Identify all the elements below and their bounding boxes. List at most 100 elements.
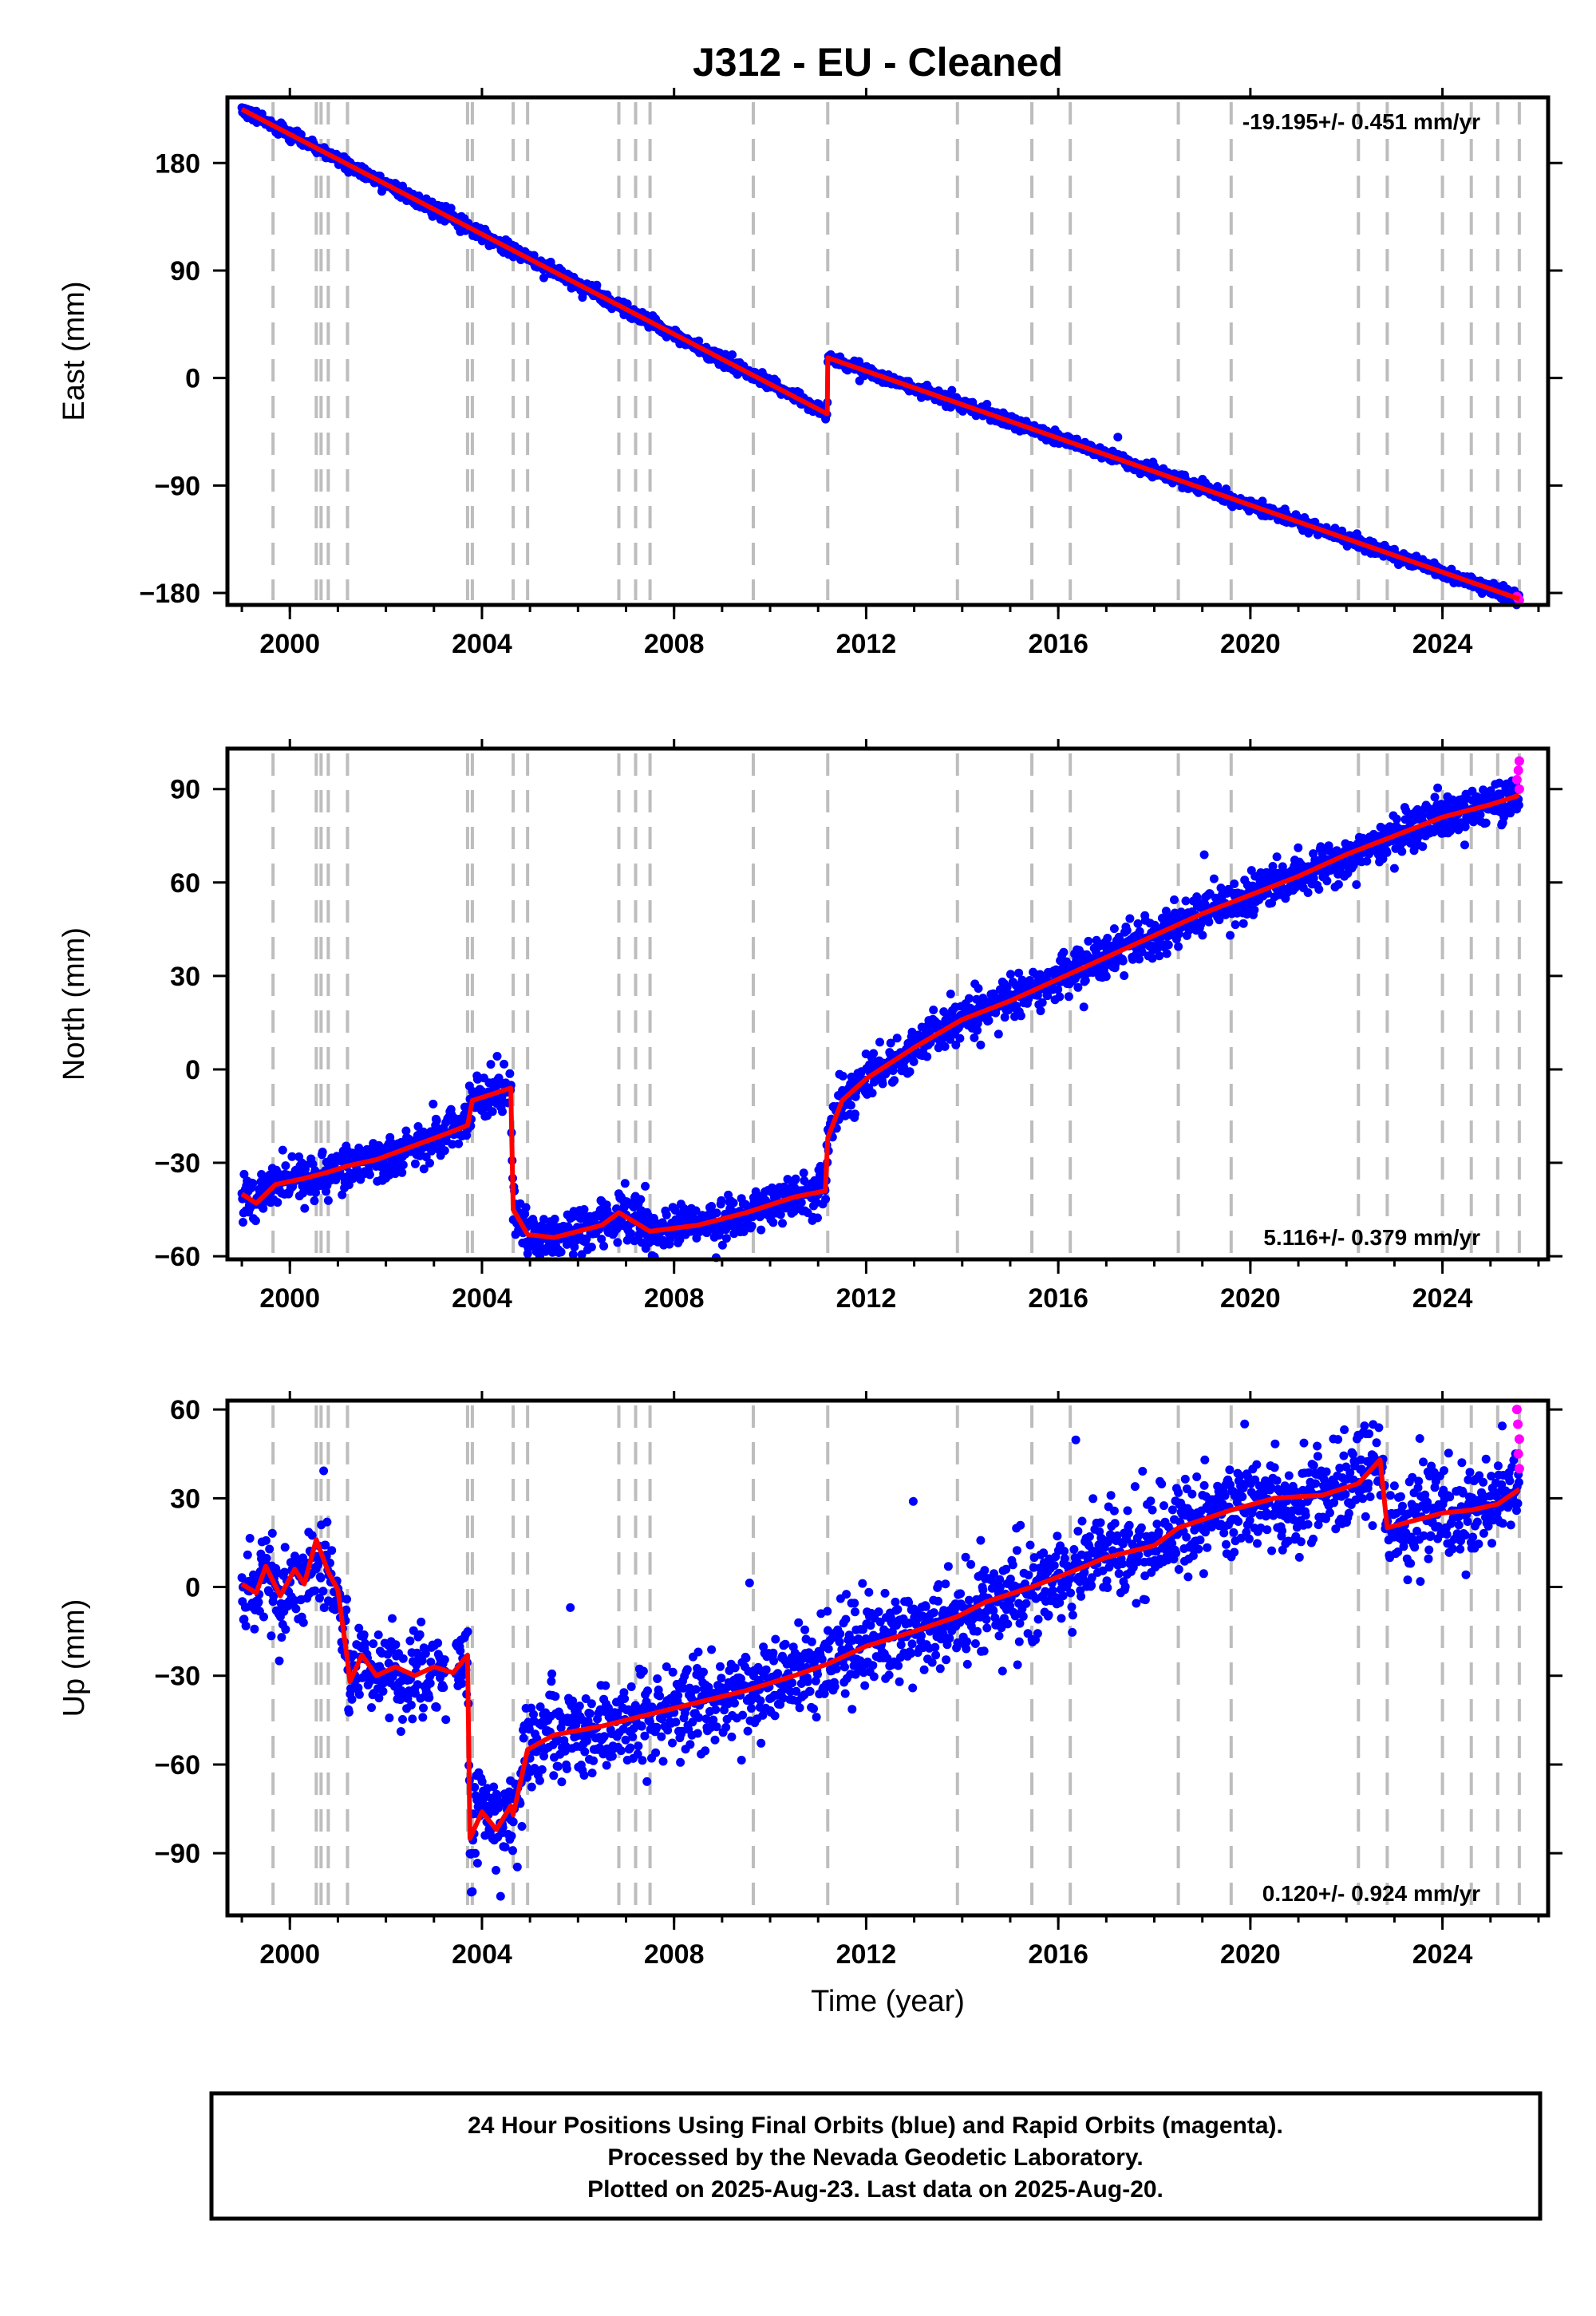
data-point	[636, 1195, 646, 1204]
data-point	[1118, 956, 1128, 966]
y-axis-label: East (mm)	[57, 281, 91, 421]
data-point	[613, 1238, 622, 1247]
data-point	[1382, 848, 1392, 857]
data-point	[869, 1049, 879, 1058]
data-point	[905, 1067, 915, 1077]
data-point	[275, 1656, 284, 1666]
data-point	[1481, 818, 1491, 828]
data-point	[1079, 1002, 1088, 1012]
data-point	[505, 1069, 515, 1078]
data-point	[415, 1630, 425, 1639]
data-point	[310, 1586, 320, 1595]
data-point	[281, 1161, 290, 1171]
x-tick-label: 2016	[1028, 629, 1088, 659]
data-point	[322, 1517, 332, 1527]
data-point	[446, 204, 456, 213]
data-point	[599, 1241, 609, 1251]
data-point	[1053, 985, 1063, 994]
data-point	[1170, 895, 1179, 904]
model-line	[240, 107, 1520, 602]
y-tick-label: −180	[139, 579, 200, 609]
data-point	[388, 1614, 397, 1623]
data-point	[405, 1636, 415, 1646]
data-point	[500, 1059, 509, 1069]
data-point	[846, 1101, 855, 1110]
data-point	[440, 1146, 449, 1156]
data-point	[417, 1617, 426, 1626]
data-point	[488, 1107, 497, 1117]
data-point	[1226, 931, 1235, 940]
data-point	[570, 1243, 579, 1251]
data-point	[267, 1528, 277, 1538]
y-tick-label: 0	[185, 364, 200, 394]
data-point	[239, 1218, 247, 1227]
data-point	[976, 1040, 986, 1049]
data-point	[300, 1203, 310, 1213]
data-point	[1125, 914, 1135, 923]
data-point	[1238, 919, 1248, 928]
data-point	[994, 1030, 1003, 1039]
data-point	[425, 1678, 435, 1688]
data-point	[367, 1703, 376, 1713]
data-point	[301, 1160, 310, 1170]
plot-frame	[225, 746, 1551, 1262]
data-point	[369, 1639, 378, 1649]
data-point	[398, 1654, 408, 1663]
data-point	[401, 1126, 411, 1136]
rate-label: -19.195+/- 0.451 mm/yr	[1242, 109, 1480, 134]
data-point	[662, 1210, 671, 1219]
data-point	[254, 1598, 263, 1607]
data-point	[342, 1595, 351, 1604]
x-tick-label: 2012	[836, 629, 897, 659]
data-point	[498, 1107, 507, 1117]
data-point	[984, 1016, 994, 1026]
data-point	[1055, 992, 1065, 1002]
rate-label: 5.116+/- 0.379 mm/yr	[1263, 1225, 1480, 1250]
x-tick-label: 2000	[259, 629, 320, 659]
x-tick-label: 2020	[1220, 1283, 1281, 1314]
data-point	[243, 1550, 252, 1559]
x-tick-label: 2020	[1220, 629, 1281, 659]
y-axis-label: North (mm)	[57, 927, 91, 1081]
x-tick-label: 2004	[452, 1283, 512, 1314]
data-point	[813, 1213, 822, 1223]
data-point	[875, 1037, 884, 1047]
data-point	[280, 1543, 290, 1552]
data-point	[419, 1164, 429, 1174]
rapid-point	[1514, 784, 1524, 794]
data-point	[318, 1148, 327, 1156]
data-point	[448, 1140, 457, 1149]
data-point	[425, 1693, 434, 1702]
data-point	[413, 1122, 423, 1131]
data-point	[365, 1170, 374, 1180]
data-point	[1080, 976, 1090, 986]
data-point	[1397, 847, 1407, 856]
data-point	[239, 1169, 249, 1179]
data-point	[406, 1701, 416, 1709]
data-point	[982, 400, 992, 409]
up-panel: 2000 2004 2008 2012 2016 2020 2024−90−60−30030…	[57, 1391, 1562, 2018]
plot-frame	[225, 95, 1551, 607]
data-point	[778, 1219, 787, 1228]
data-point	[259, 1203, 268, 1213]
data-point	[385, 1713, 394, 1723]
data-point	[729, 1198, 738, 1207]
data-point	[396, 1727, 405, 1737]
data-point	[398, 1715, 407, 1724]
data-point	[587, 1243, 596, 1252]
y-tick-label: 90	[170, 256, 200, 287]
data-point	[1163, 940, 1173, 950]
data-point	[1330, 524, 1340, 533]
y-tick-label: −90	[154, 471, 200, 501]
data-point	[757, 1225, 766, 1235]
data-point	[728, 350, 737, 359]
data-point	[838, 1071, 847, 1081]
y-tick-label: 180	[155, 148, 200, 179]
data-point	[940, 1041, 950, 1051]
data-point	[1016, 1011, 1025, 1021]
data-point	[1005, 970, 1015, 979]
data-point	[425, 1158, 434, 1168]
data-point	[316, 1573, 326, 1583]
data-point	[947, 385, 957, 395]
